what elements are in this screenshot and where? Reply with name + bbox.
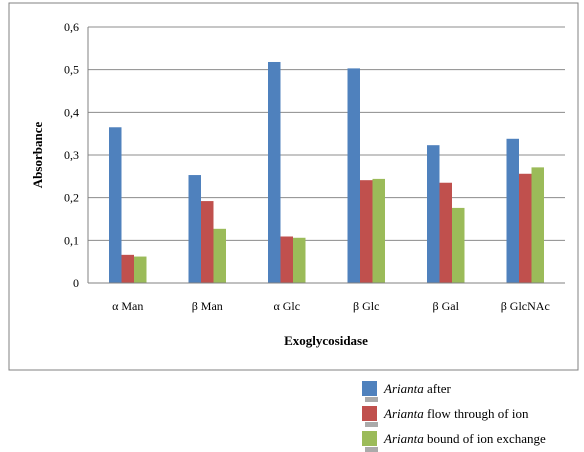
y-tick-label: 0,2 xyxy=(64,191,79,205)
y-tick-label: 0,3 xyxy=(64,148,79,162)
bar-3 xyxy=(293,237,306,283)
bar-1 xyxy=(109,127,122,284)
gridlines xyxy=(88,26,565,241)
x-tick-label: β Man xyxy=(192,299,223,313)
legend-swatch xyxy=(362,431,377,446)
x-tick-label: β GlcNAc xyxy=(501,299,550,313)
y-tick-labels: 0 0,1 0,2 0,3 0,4 0,5 0,6 xyxy=(64,20,79,290)
legend-swatch-shadow xyxy=(365,447,378,452)
legend-label: Arianta after xyxy=(383,381,451,396)
y-tick-label: 0,4 xyxy=(64,105,79,119)
legend-swatch xyxy=(362,381,377,396)
legend-label: Arianta bound of ion exchange xyxy=(383,431,546,446)
bar-1 xyxy=(268,61,281,284)
y-tick-label: 0,1 xyxy=(64,233,79,247)
legend-swatch xyxy=(362,406,377,421)
y-tick-label: 0,5 xyxy=(64,63,79,77)
bar-3 xyxy=(134,256,147,283)
x-tick-label: α Glc xyxy=(273,299,300,313)
y-tick-label: 0,6 xyxy=(64,20,79,34)
legend: Arianta after Arianta flow through of ion… xyxy=(362,381,546,452)
x-tick-label: α Man xyxy=(112,299,143,313)
x-axis-title: Exoglycosidase xyxy=(284,333,368,348)
legend-label: Arianta flow through of ion xyxy=(383,406,529,421)
bar-1 xyxy=(188,175,201,283)
y-tick-label: 0 xyxy=(73,276,79,290)
bar-2 xyxy=(360,180,373,283)
bar-1 xyxy=(506,138,519,283)
bar-3 xyxy=(372,178,385,283)
bar-2 xyxy=(201,201,214,283)
bar-2 xyxy=(280,236,293,283)
bar-2 xyxy=(439,182,452,283)
bar-3 xyxy=(213,228,226,283)
bar-1 xyxy=(347,68,360,284)
x-tick-label: β Glc xyxy=(353,299,379,313)
x-tick-label: β Gal xyxy=(433,299,460,313)
y-axis-title: Absorbance xyxy=(30,122,45,189)
bar-2 xyxy=(519,173,532,283)
x-tick-labels: α Man β Man α Glc β Glc β Gal β GlcNAc xyxy=(112,299,550,313)
bar-2 xyxy=(121,254,134,283)
bar-3 xyxy=(531,167,544,283)
legend-swatch-shadow xyxy=(365,397,378,402)
bar-3 xyxy=(452,207,465,283)
bars xyxy=(109,61,544,284)
legend-swatch-shadow xyxy=(365,422,378,427)
bar-1 xyxy=(427,145,440,283)
chart-border xyxy=(8,2,579,371)
